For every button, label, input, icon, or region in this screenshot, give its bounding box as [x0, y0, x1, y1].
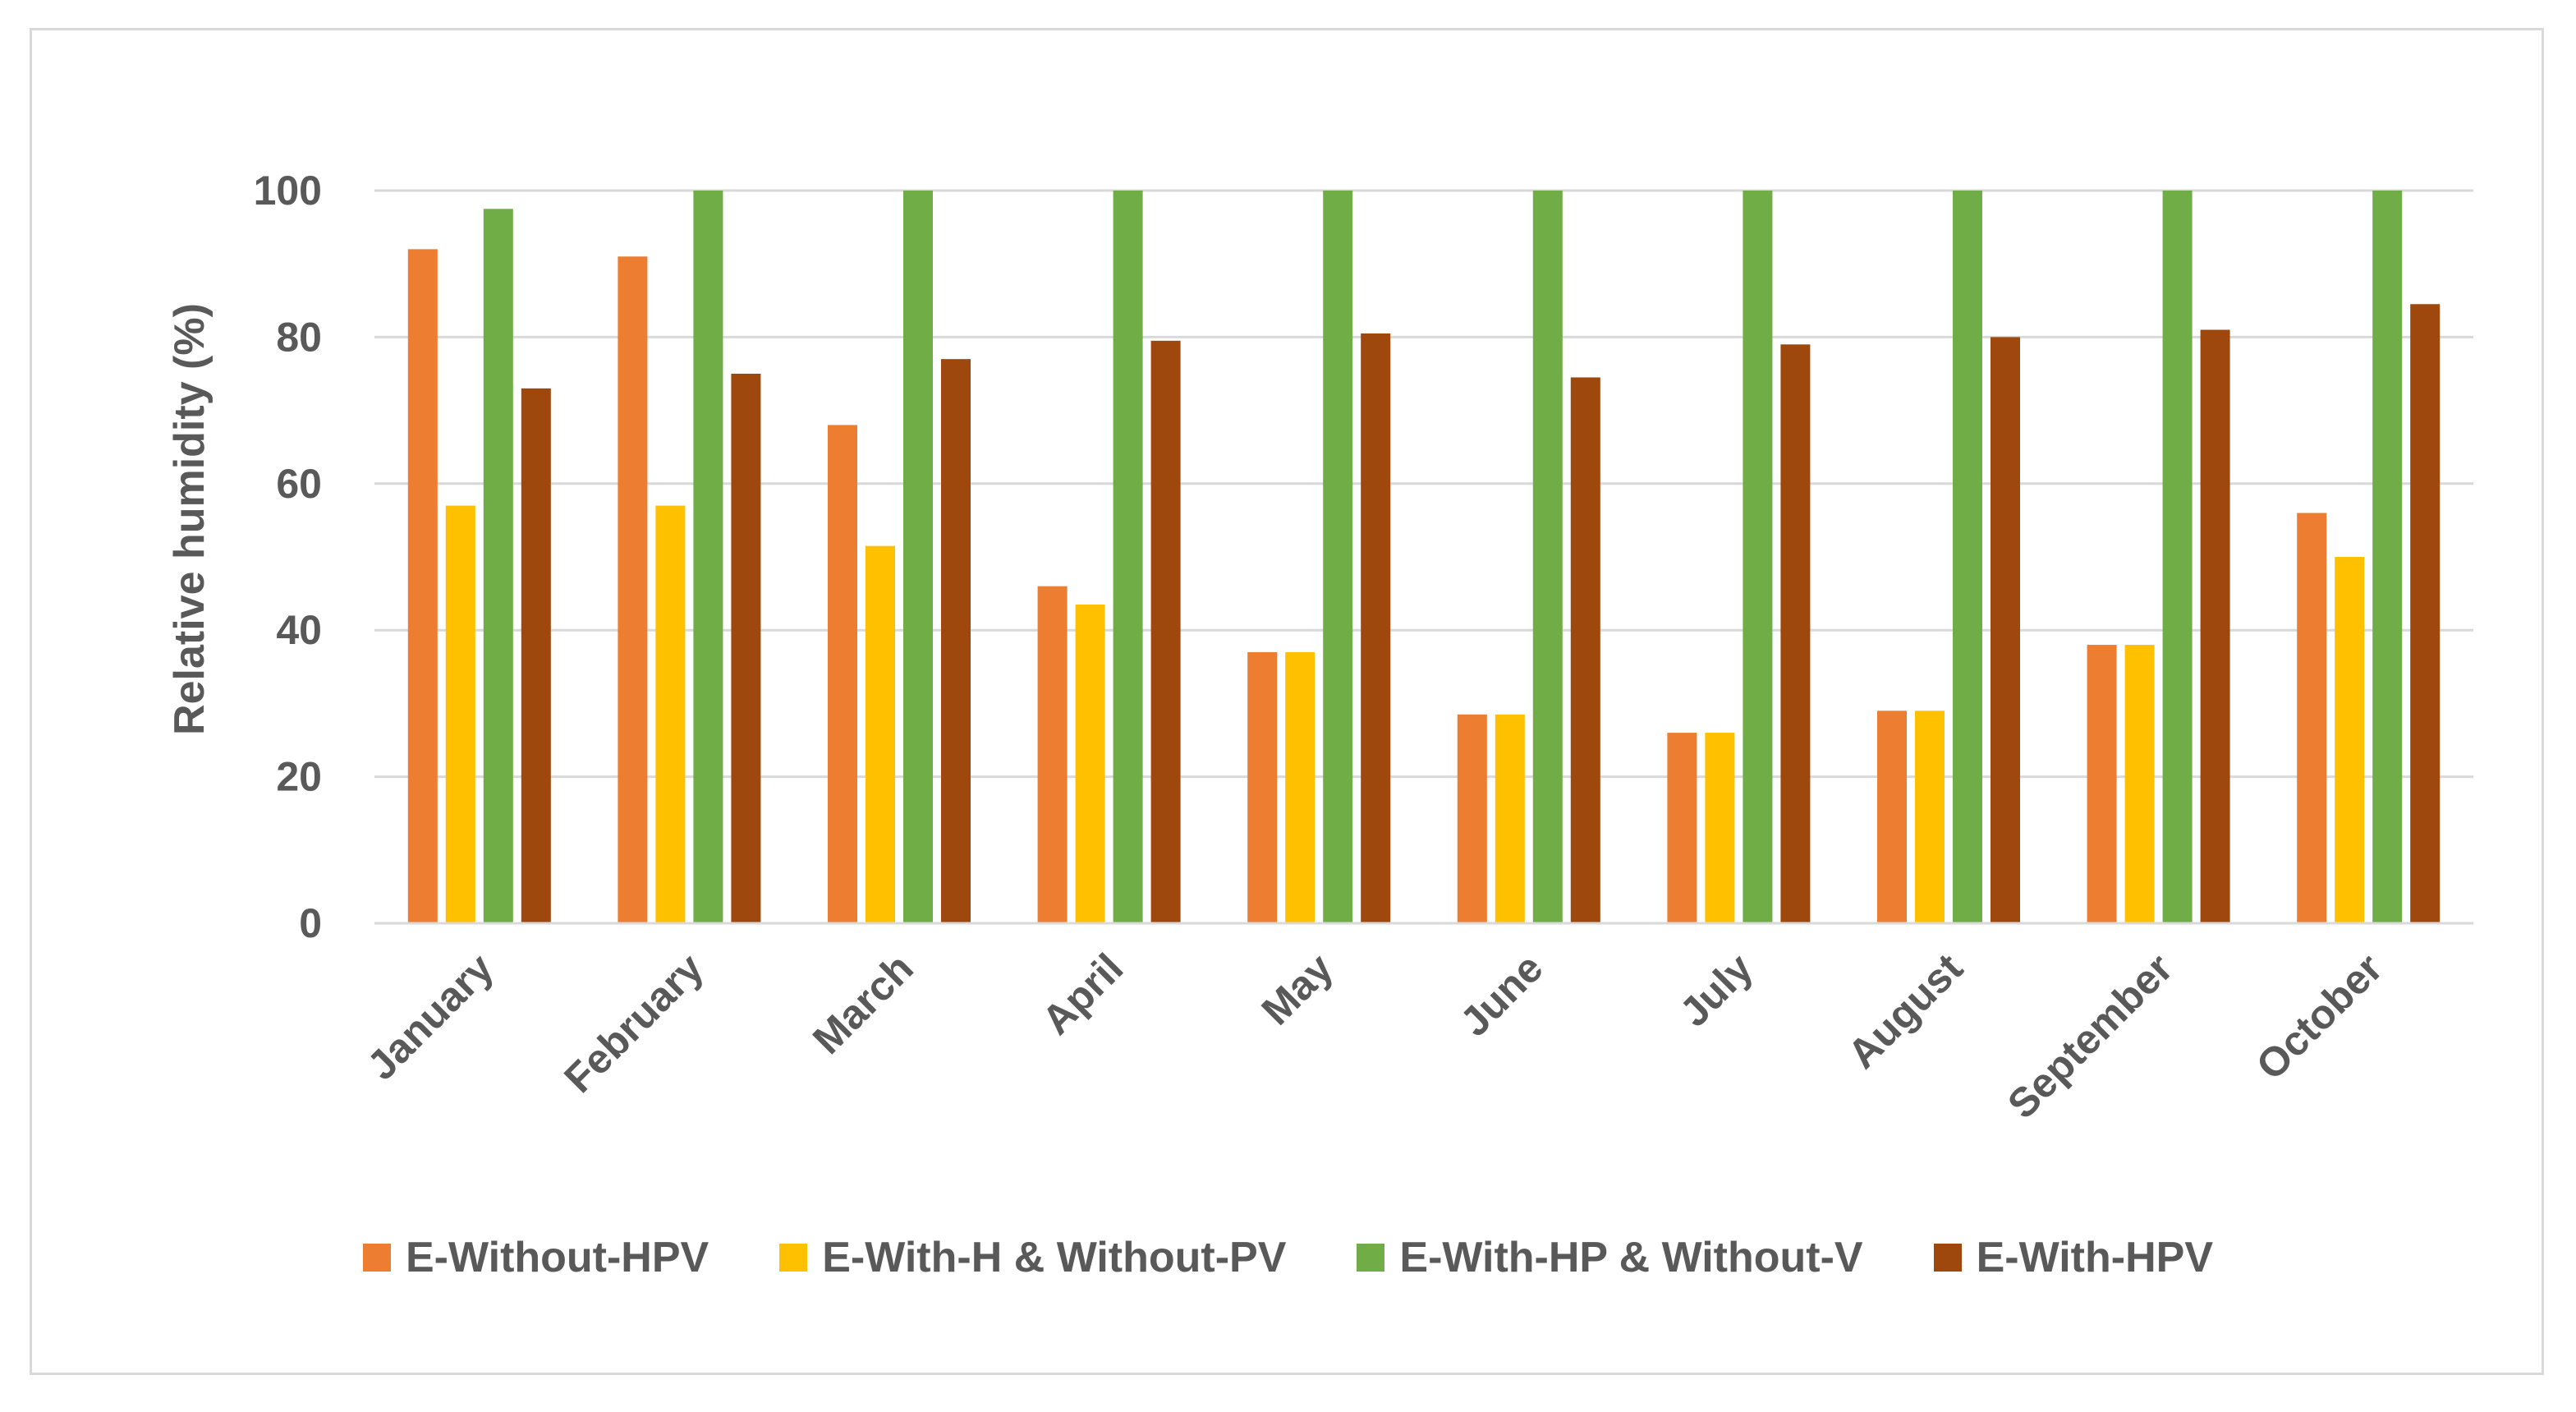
bar	[2335, 557, 2365, 923]
x-tick-label: May	[1253, 945, 1343, 1034]
bar	[521, 388, 551, 924]
bar	[2372, 191, 2403, 923]
bar	[1667, 733, 1697, 923]
legend: E-Without-HPV E-With-H & Without-PV E-With…	[0, 1229, 2576, 1286]
bar	[828, 425, 857, 923]
x-tick-label: October	[2248, 945, 2391, 1088]
bar	[2200, 329, 2230, 924]
bar	[618, 256, 648, 923]
legend-item: E-Without-HPV	[363, 1233, 709, 1282]
y-tick-labels: 0 20 40 60 80 100	[254, 168, 322, 946]
legend-label: E-Without-HPV	[406, 1234, 709, 1281]
y-tick-label: 0	[299, 900, 322, 946]
bar	[1323, 191, 1353, 923]
x-tick-label: April	[1033, 945, 1132, 1043]
bar	[1495, 714, 1525, 923]
bar	[1705, 733, 1735, 923]
x-tick-label: March	[804, 945, 922, 1063]
legend-label: E-With-HPV	[1976, 1234, 2213, 1281]
bar	[1991, 337, 2020, 923]
y-tick-label: 100	[254, 168, 322, 214]
x-tick-label: February	[555, 945, 712, 1102]
x-tick-label: June	[1451, 945, 1551, 1045]
bar	[407, 249, 438, 923]
bar	[693, 191, 723, 923]
legend-item: E-With-HPV	[1933, 1233, 2213, 1282]
legend-item: E-With-H & Without-PV	[779, 1233, 1286, 1282]
y-tick-label: 80	[276, 314, 322, 360]
bar	[2162, 191, 2193, 923]
bar	[1113, 191, 1143, 923]
bar	[1915, 711, 1945, 923]
bar	[1247, 651, 1278, 923]
bar	[866, 545, 895, 923]
bar	[655, 505, 686, 923]
bar	[445, 505, 475, 923]
legend-swatch	[1933, 1244, 1962, 1272]
bar	[2410, 304, 2441, 923]
x-tick-label: September	[1999, 945, 2181, 1127]
bar	[1780, 344, 1811, 923]
gridlines	[374, 189, 2473, 779]
bar	[1075, 604, 1105, 923]
legend-item: E-With-HP & Without-V	[1357, 1233, 1863, 1282]
legend-swatch	[1357, 1244, 1385, 1272]
y-tick-label: 60	[276, 461, 322, 507]
bar	[1743, 191, 1773, 923]
legend-label: E-With-HP & Without-V	[1399, 1234, 1863, 1281]
bar	[2087, 645, 2117, 923]
bar	[941, 359, 971, 923]
bar	[1037, 586, 1068, 923]
bar	[1532, 191, 1563, 923]
bar	[483, 209, 513, 924]
x-tick-label: January	[358, 945, 502, 1088]
bar	[1953, 191, 1982, 923]
x-tick-label: July	[1671, 945, 1761, 1035]
bar	[1570, 377, 1600, 924]
y-tick-label: 20	[276, 754, 322, 800]
bar	[2297, 513, 2327, 923]
x-tick-labels: January February March April May June July Augu…	[358, 945, 2391, 1128]
legend-label: E-With-H & Without-PV	[822, 1234, 1287, 1281]
bar	[1361, 333, 1391, 923]
bars	[407, 191, 2441, 924]
y-tick-label: 40	[276, 607, 322, 653]
x-tick-label: August	[1839, 945, 1972, 1078]
bar	[1150, 340, 1181, 923]
bar	[731, 374, 761, 923]
y-axis-label: Relative humidity (%)	[166, 303, 214, 735]
bar	[1285, 651, 1316, 923]
legend-swatch	[779, 1244, 808, 1272]
bar	[1877, 711, 1907, 923]
bar	[2124, 645, 2155, 923]
bar	[903, 191, 933, 923]
bar	[1457, 714, 1487, 923]
legend-swatch	[363, 1244, 391, 1272]
